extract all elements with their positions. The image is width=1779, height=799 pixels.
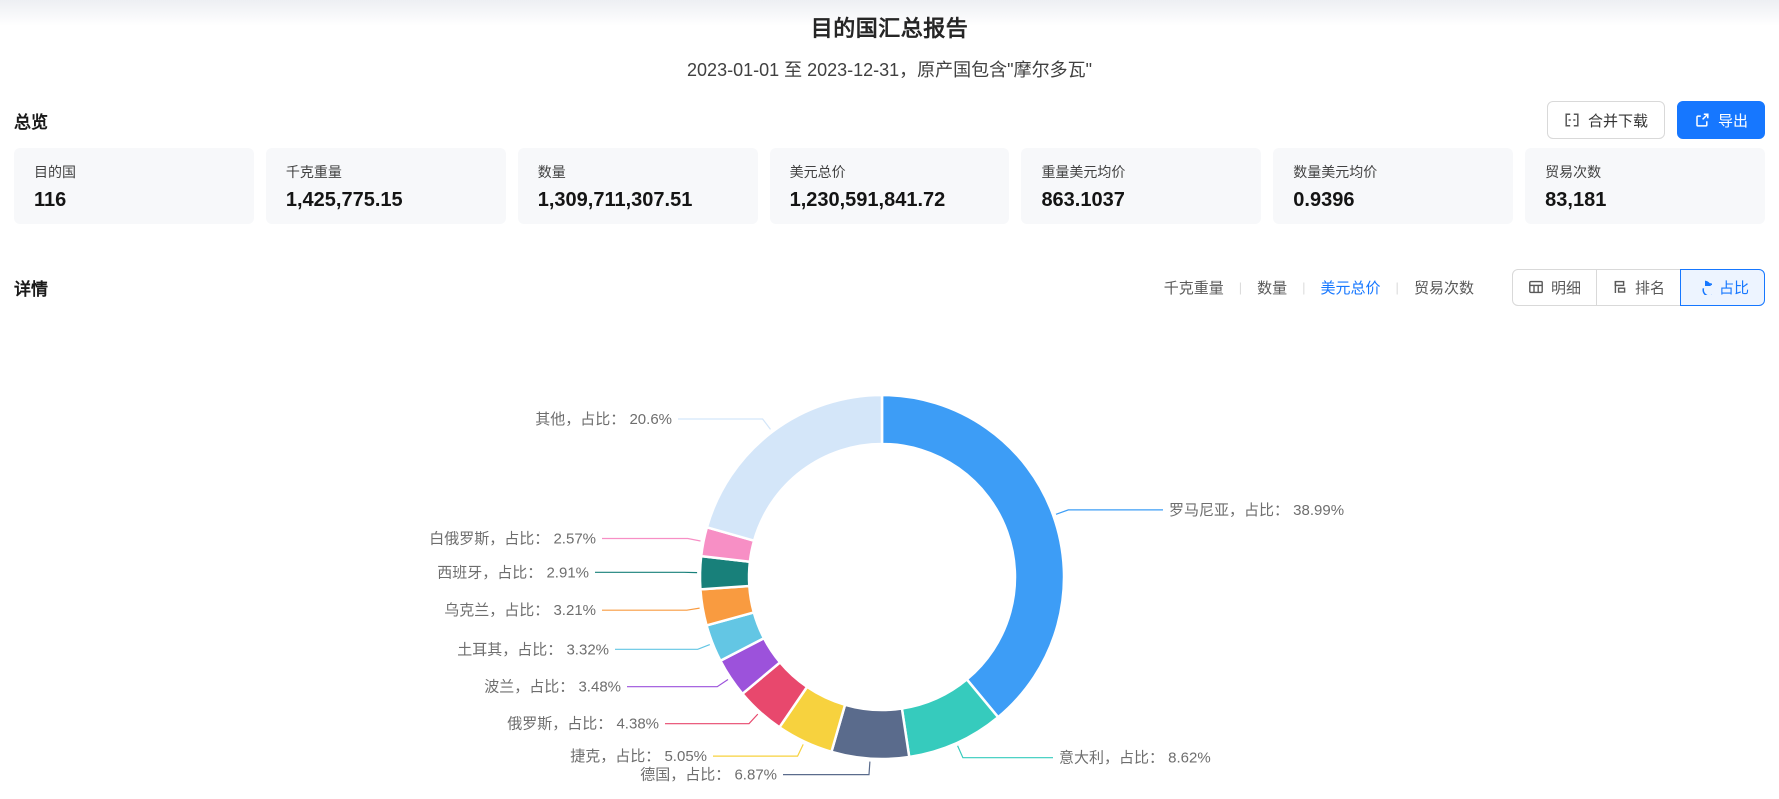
- export-label: 导出: [1717, 112, 1748, 130]
- metric-tab-trade-count[interactable]: 贸易次数: [1413, 279, 1474, 297]
- stat-value: 1,230,591,841.72: [789, 189, 946, 211]
- stat-label: 千克重量: [285, 164, 342, 180]
- table-icon: [1528, 279, 1544, 295]
- stat-label: 数量美元均价: [1293, 164, 1378, 180]
- stat-value: 1,425,775.15: [285, 189, 403, 211]
- view-button-label: 占比: [1718, 279, 1749, 297]
- stat-label: 目的国: [34, 164, 76, 180]
- tab-separator: |: [1238, 279, 1243, 295]
- stat-card-destination-countries: 目的国 116: [14, 148, 254, 224]
- stat-cards-row: 目的国 116 千克重量 1,425,775.15 数量 1,309,711,3…: [14, 148, 1766, 224]
- stat-card-usd-total: 美元总价 1,230,591,841.72: [769, 148, 1010, 224]
- report-subtitle: 2023-01-01 至 2023-12-31，原产国包含"摩尔多瓦": [687, 60, 1092, 80]
- stat-card-usd-per-quantity: 数量美元均价 0.9396: [1273, 148, 1514, 224]
- pie-label-8: 西班牙，占比： 2.91%: [437, 564, 589, 581]
- page-title: 目的国汇总报告: [810, 16, 969, 41]
- pie-label-line-7: [602, 607, 700, 611]
- pie-label-line-3: [713, 744, 804, 757]
- pie-label-line-4: [665, 713, 759, 725]
- stat-value: 863.1037: [1041, 189, 1125, 211]
- view-mode-button-group: 明细 排名: [1511, 268, 1765, 306]
- view-button-detail[interactable]: 明细: [1511, 268, 1597, 306]
- stat-label: 重量美元均价: [1041, 164, 1126, 180]
- stat-label: 贸易次数: [1545, 164, 1602, 180]
- donut-chart: 罗马尼亚，占比： 38.99% 意大利，占比： 8.62% 德国，占比： 6.87%…: [0, 300, 1779, 799]
- metric-tab-kg-weight[interactable]: 千克重量: [1163, 279, 1224, 297]
- pie-label-4: 俄罗斯，占比： 4.38%: [507, 716, 659, 733]
- pie-label-5: 波兰，占比： 3.48%: [484, 679, 621, 696]
- stat-value: 1,309,711,307.51: [537, 189, 693, 211]
- pie-slice-10[interactable]: [705, 393, 884, 542]
- detail-section-title: 详情: [14, 279, 48, 299]
- pie-label-line-10: [678, 418, 771, 430]
- export-button[interactable]: 导出: [1676, 101, 1765, 139]
- overview-section-title: 总览: [14, 112, 48, 132]
- stat-value: 83,181: [1545, 189, 1607, 211]
- ranking-icon: [1612, 279, 1628, 295]
- merge-download-button[interactable]: 合并下载: [1546, 101, 1665, 139]
- detail-header-row: 详情 千克重量 | 数量 | 美元总价 | 贸易次数: [14, 268, 1765, 306]
- pie-label-1: 意大利，占比： 8.62%: [1059, 749, 1211, 767]
- stat-value: 116: [34, 189, 67, 211]
- merge-cells-icon: [1564, 112, 1580, 128]
- tab-separator: |: [1395, 279, 1399, 295]
- view-button-proportion[interactable]: 占比: [1679, 268, 1765, 306]
- pie-label-line-1: [957, 745, 1053, 759]
- merge-download-label: 合并下载: [1587, 112, 1648, 130]
- overview-header-row: 总览 合并下载: [14, 100, 1765, 140]
- overview-actions: 合并下载 导出: [1546, 101, 1765, 139]
- detail-controls: 千克重量 | 数量 | 美元总价 | 贸易次数 明细: [1164, 268, 1765, 306]
- pie-label-2: 德国，占比： 6.87%: [640, 766, 777, 784]
- donut-chart-svg: 罗马尼亚，占比： 38.99% 意大利，占比： 8.62% 德国，占比： 6.87%…: [429, 393, 1344, 784]
- stat-card-trade-count: 贸易次数 83,181: [1525, 148, 1766, 224]
- stat-value: 0.9396: [1293, 189, 1355, 211]
- pie-label-line-9: [602, 537, 701, 542]
- export-icon: [1694, 112, 1710, 128]
- stat-card-usd-per-weight: 重量美元均价 863.1037: [1021, 148, 1262, 224]
- pie-label-7: 乌克兰，占比： 3.21%: [444, 602, 596, 619]
- pie-label-line-6: [615, 644, 711, 650]
- view-button-label: 排名: [1634, 279, 1665, 297]
- stat-card-kg-weight: 千克重量 1,425,775.15: [265, 148, 506, 224]
- pie-label-6: 土耳其，占比： 3.32%: [457, 641, 609, 658]
- pie-label-10: 其他，占比： 20.6%: [535, 411, 672, 428]
- stat-label: 数量: [537, 164, 566, 180]
- pie-label-3: 捷克，占比： 5.05%: [570, 748, 707, 765]
- pie-label-line-5: [627, 679, 729, 688]
- pie-slice-0[interactable]: [880, 393, 1066, 719]
- stat-label: 美元总价: [789, 164, 846, 180]
- tab-separator: |: [1302, 279, 1306, 295]
- metric-tabs: 千克重量 | 数量 | 美元总价 | 贸易次数: [1164, 277, 1474, 298]
- metric-tab-quantity[interactable]: 数量: [1257, 279, 1288, 297]
- pie-label-line-2: [783, 761, 871, 776]
- view-button-label: 明细: [1550, 279, 1581, 297]
- view-button-ranking[interactable]: 排名: [1595, 268, 1681, 306]
- metric-tab-usd-total[interactable]: 美元总价: [1320, 279, 1381, 297]
- pie-label-line-0: [1055, 509, 1163, 515]
- pie-chart-icon: [1696, 279, 1712, 295]
- pie-label-0: 罗马尼亚，占比： 38.99%: [1169, 502, 1344, 519]
- stat-card-quantity: 数量 1,309,711,307.51: [517, 148, 758, 224]
- report-header: 目的国汇总报告 2023-01-01 至 2023-12-31，原产国包含"摩尔…: [0, 0, 1779, 82]
- pie-label-9: 白俄罗斯，占比： 2.57%: [429, 531, 596, 548]
